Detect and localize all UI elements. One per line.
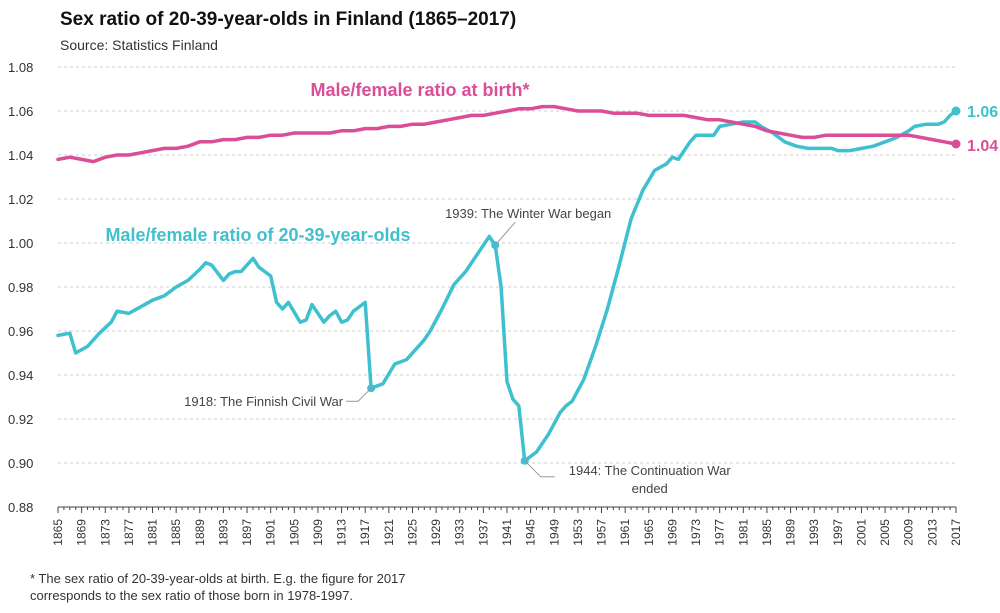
annotation-leader (494, 221, 516, 246)
end-value-20-39-ratio: 1.06 (967, 104, 998, 121)
x-tick-label: 1937 (476, 519, 490, 546)
annotations: 1918: The Finnish Civil War 1939: The Win… (184, 206, 731, 496)
x-tick-label: 1877 (122, 519, 136, 546)
annotation-text: 1944: The Continuation War (569, 463, 732, 478)
y-tick-label: 1.04 (8, 148, 33, 163)
y-tick-label: 0.88 (8, 500, 33, 515)
grid-lines (58, 66, 956, 508)
x-tick-label: 1993 (807, 519, 821, 546)
series-line-birth-ratio (56, 104, 958, 164)
x-tick-label: 1925 (405, 519, 419, 546)
x-tick-label: 1929 (429, 519, 443, 546)
y-axis-ticks: 0.88 0.90 0.92 0.94 0.96 0.98 1.00 1.02 1.04 1.06… (8, 60, 33, 515)
x-tick-label: 1901 (264, 519, 278, 546)
series-labels: Male/female ratio at birth* Male/female … (105, 80, 998, 245)
x-tick-label: 2017 (949, 519, 963, 546)
x-tick-label: 1957 (595, 519, 609, 546)
annotation-leader (524, 460, 555, 478)
footnote: * The sex ratio of 20-39-year-olds at bi… (30, 570, 590, 604)
x-tick-label: 1989 (784, 519, 798, 546)
x-tick-label: 1873 (98, 519, 112, 546)
series-end-point (951, 139, 961, 149)
x-tick-label: 1885 (169, 519, 183, 546)
y-tick-label: 0.98 (8, 280, 33, 295)
y-tick-label: 1.02 (8, 192, 33, 207)
annotation-leader (346, 387, 372, 402)
y-tick-label: 1.06 (8, 104, 33, 119)
x-tick-label: 1973 (689, 519, 703, 546)
y-tick-label: 0.94 (8, 368, 33, 383)
x-axis-ticks: 1865 1869 1873 1877 1881 1885 1889 1893 1897 1901… (51, 507, 963, 546)
x-tick-label: 1933 (453, 519, 467, 546)
x-tick-label: 1921 (382, 519, 396, 546)
x-tick-label: 1869 (75, 519, 89, 546)
footnote-line-2: corresponds to the sex ratio of those bo… (30, 588, 354, 603)
annotation-text: 1939: The Winter War began (445, 206, 611, 221)
series-label-birth-ratio: Male/female ratio at birth* (310, 80, 529, 100)
x-tick-label: 2013 (925, 519, 939, 546)
x-tick-label: 1917 (358, 519, 372, 546)
x-tick-label: 1909 (311, 519, 325, 546)
x-tick-label: 1897 (240, 519, 254, 546)
x-tick-label: 1905 (287, 519, 301, 546)
x-tick-label: 1953 (571, 519, 585, 546)
x-tick-label: 2009 (902, 519, 916, 546)
x-tick-label: 2001 (854, 519, 868, 546)
footnote-line-1: * The sex ratio of 20-39-year-olds at bi… (30, 571, 406, 586)
x-tick-label: 1969 (665, 519, 679, 546)
x-tick-label: 1997 (831, 519, 845, 546)
x-tick-label: 1961 (618, 519, 632, 546)
annotation-text: 1918: The Finnish Civil War (184, 394, 344, 409)
y-tick-label: 1.00 (8, 236, 33, 251)
x-tick-label: 1941 (500, 519, 514, 546)
chart-subtitle: Source: Statistics Finland (60, 37, 218, 53)
end-value-birth-ratio: 1.04 (967, 138, 998, 155)
x-tick-label: 1881 (146, 519, 160, 546)
y-tick-label: 1.08 (8, 60, 33, 75)
x-tick-label: 1977 (713, 519, 727, 546)
x-tick-label: 1889 (193, 519, 207, 546)
series-label-20-39-ratio: Male/female ratio of 20-39-year-olds (105, 225, 410, 245)
x-tick-label: 1981 (736, 519, 750, 546)
x-tick-label: 1985 (760, 519, 774, 546)
x-tick-label: 2005 (878, 519, 892, 546)
x-tick-label: 1949 (547, 519, 561, 546)
x-tick-label: 1965 (642, 519, 656, 546)
series-end-point (951, 106, 961, 116)
y-tick-label: 0.90 (8, 456, 33, 471)
y-tick-label: 0.92 (8, 412, 33, 427)
x-tick-label: 1945 (524, 519, 538, 546)
chart-title: Sex ratio of 20-39-year-olds in Finland … (60, 9, 517, 30)
y-tick-label: 0.96 (8, 324, 33, 339)
x-tick-label: 1913 (335, 519, 349, 546)
x-tick-label: 1893 (216, 519, 230, 546)
annotation-text: ended (632, 481, 668, 496)
x-tick-label: 1865 (51, 519, 65, 546)
